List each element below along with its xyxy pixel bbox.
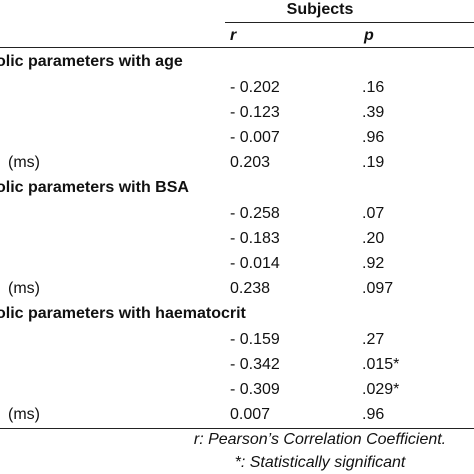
p-value: .96 — [362, 129, 385, 146]
r-value: - 0.309 — [230, 381, 280, 398]
r-value: - 0.342 — [230, 356, 280, 373]
rule — [225, 22, 474, 23]
p-value: .27 — [362, 331, 385, 348]
row-label: (ms) — [8, 280, 40, 297]
rule — [0, 428, 474, 429]
column-header: p — [364, 27, 374, 44]
r-value: - 0.183 — [230, 230, 280, 247]
p-value: .097 — [362, 280, 394, 297]
r-value: - 0.258 — [230, 205, 280, 222]
footnote: *: Statistically significant — [234, 454, 406, 471]
r-value: - 0.007 — [230, 129, 280, 146]
r-value: 0.238 — [230, 280, 271, 297]
p-value: .92 — [362, 255, 385, 272]
footnote: r: Pearson’s Correlation Coefficient. — [193, 431, 447, 448]
header-title: Subjects — [286, 1, 354, 18]
p-value: .015* — [362, 356, 400, 373]
p-value: .96 — [362, 406, 385, 423]
section-title: olic parameters with BSA — [0, 179, 189, 196]
r-value: - 0.123 — [230, 104, 280, 121]
p-value: .19 — [362, 154, 385, 171]
p-value: .029* — [362, 381, 400, 398]
p-value: .39 — [362, 104, 385, 121]
r-value: 0.203 — [230, 154, 271, 171]
p-value: .20 — [362, 230, 385, 247]
row-label: (ms) — [8, 154, 40, 171]
row-label: (ms) — [8, 406, 40, 423]
section-title: olic parameters with age — [0, 53, 183, 70]
section-title: olic parameters with haematocrit — [0, 305, 246, 322]
column-header: r — [230, 27, 237, 44]
r-value: - 0.159 — [230, 331, 280, 348]
r-value: - 0.014 — [230, 255, 280, 272]
r-value: 0.007 — [230, 406, 271, 423]
p-value: .16 — [362, 79, 385, 96]
p-value: .07 — [362, 205, 385, 222]
r-value: - 0.202 — [230, 79, 280, 96]
rule — [0, 47, 474, 48]
